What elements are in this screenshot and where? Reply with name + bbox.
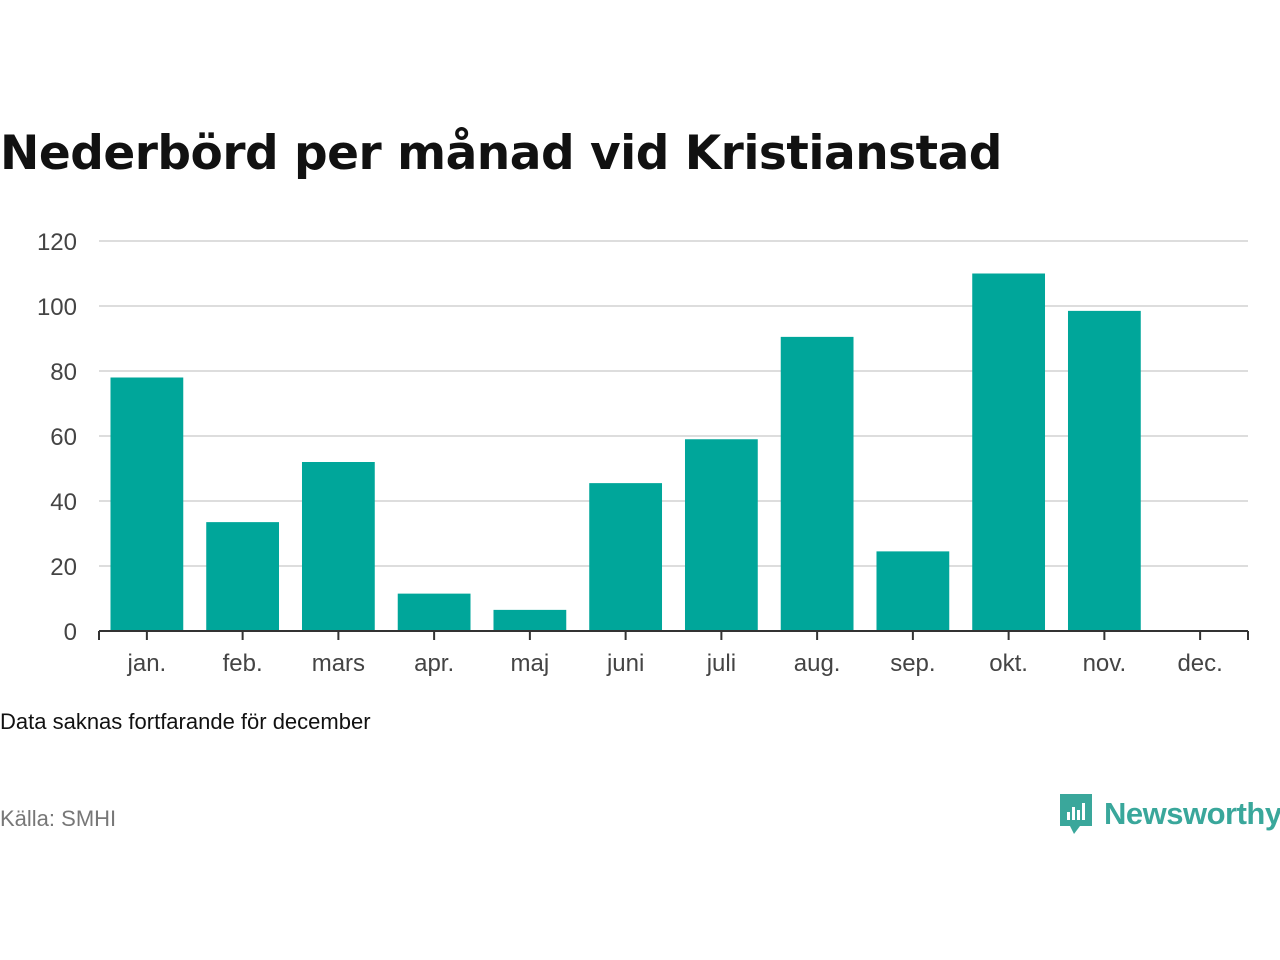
bar-maj bbox=[493, 609, 567, 631]
bar-mars bbox=[301, 462, 375, 631]
bar-nov bbox=[1067, 310, 1141, 631]
x-tick-label: jan. bbox=[127, 650, 167, 677]
bar-feb bbox=[206, 522, 280, 631]
x-tick-label: juni bbox=[606, 650, 644, 677]
bar-apr bbox=[397, 593, 471, 631]
bar-jan bbox=[110, 377, 184, 631]
y-tick-label: 120 bbox=[37, 229, 77, 256]
y-tick-label: 40 bbox=[50, 489, 77, 516]
bar-sep bbox=[876, 551, 950, 631]
y-tick-label: 80 bbox=[50, 359, 77, 386]
x-tick-label: apr. bbox=[414, 650, 454, 677]
bar-aug bbox=[780, 336, 854, 631]
brand-name: Newsworthy bbox=[1104, 796, 1280, 831]
chart-note: Data saknas fortfarande för december bbox=[0, 709, 371, 734]
y-tick-label: 0 bbox=[64, 619, 77, 646]
x-tick-label: nov. bbox=[1083, 650, 1127, 677]
y-tick-label: 60 bbox=[50, 424, 77, 451]
bar-okt bbox=[972, 273, 1046, 631]
x-tick-label: juli bbox=[706, 650, 736, 677]
source-label: Källa: SMHI bbox=[0, 806, 117, 831]
bar-juni bbox=[589, 483, 663, 631]
x-tick-label: mars bbox=[312, 650, 365, 677]
bar-chart: 0 20 40 60 80 100 120 jan. feb. mars apr. maj juni ju… bbox=[37, 229, 1249, 677]
x-tick-label: maj bbox=[511, 650, 550, 677]
chart-title: Nederbörd per månad vid Kristianstad bbox=[0, 126, 1002, 181]
x-tick-label: okt. bbox=[989, 650, 1028, 677]
x-tick-label: feb. bbox=[223, 650, 263, 677]
y-tick-label: 100 bbox=[37, 294, 77, 321]
newsworthy-logo: Newsworthy bbox=[1058, 792, 1280, 836]
y-tick-label: 20 bbox=[50, 554, 77, 581]
x-tick-label: sep. bbox=[890, 650, 935, 677]
x-tick-label: dec. bbox=[1177, 650, 1222, 677]
bar-juli bbox=[684, 439, 758, 631]
newsworthy-logo-icon bbox=[1060, 794, 1092, 834]
x-tick-label: aug. bbox=[794, 650, 841, 677]
